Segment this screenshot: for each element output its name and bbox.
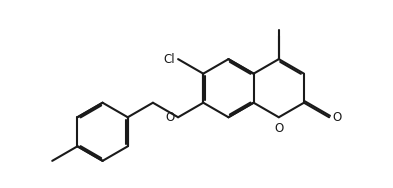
Text: O: O [274, 123, 283, 136]
Text: Cl: Cl [163, 53, 175, 66]
Text: O: O [165, 111, 174, 124]
Text: O: O [332, 111, 342, 124]
